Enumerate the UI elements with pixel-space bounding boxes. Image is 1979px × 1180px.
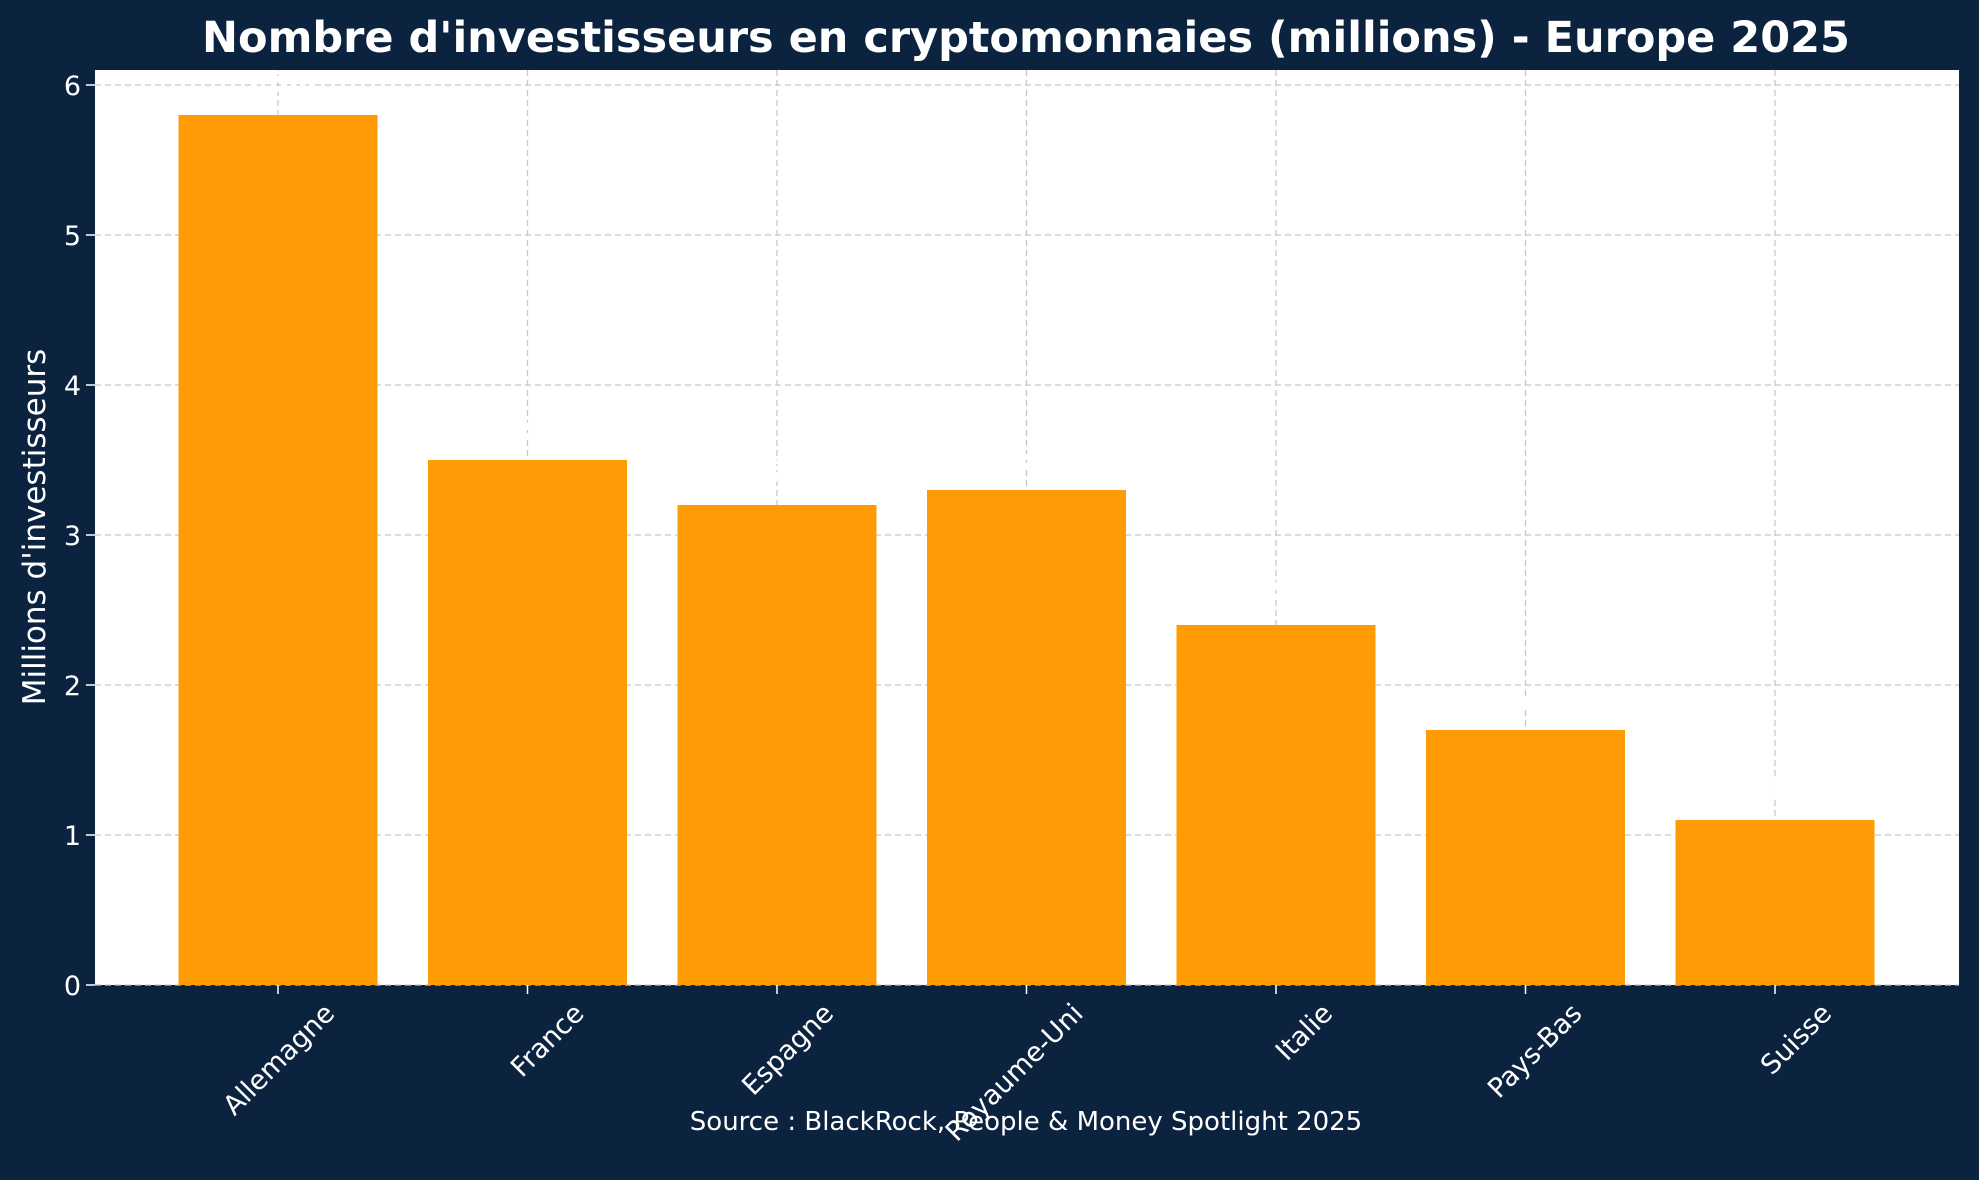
- x-tick-label-6: Suisse: [1755, 998, 1838, 1081]
- data-label-3: 3.3M: [988, 440, 1065, 473]
- y-tick-label-4: 4: [64, 371, 81, 402]
- source-note: Source : BlackRock, People & Money Spotl…: [690, 1107, 1362, 1137]
- bar-espagne: [677, 505, 877, 985]
- bar-france: [428, 460, 627, 985]
- data-label-0: 5.8M: [239, 65, 316, 98]
- bar-suisse: [1675, 820, 1875, 985]
- x-tick-label-0: Allemagne: [217, 998, 341, 1122]
- y-axis-label: Millions d'investisseurs: [17, 349, 53, 706]
- data-label-1: 3.5M: [489, 410, 566, 443]
- y-axis-ticks: 0 1 2 3 4 5 6: [64, 71, 95, 1002]
- data-label-4: 2.4M: [1237, 575, 1314, 608]
- data-label-2: 3.2M: [738, 455, 815, 488]
- y-tick-label-3: 3: [64, 521, 81, 552]
- data-label-6: 1.1M: [1736, 770, 1813, 803]
- bar-allemagne: [178, 115, 378, 985]
- data-label-5: 1.7M: [1487, 680, 1564, 713]
- chart-title: Nombre d'investisseurs en cryptomonnaies…: [202, 13, 1850, 63]
- y-tick-label-1: 1: [64, 821, 81, 852]
- x-tick-label-1: France: [505, 998, 590, 1083]
- data-labels: 5.8M 3.5M 3.2M 3.3M 2.4M 1.7M 1.1M: [239, 65, 1813, 803]
- y-tick-label-2: 2: [64, 671, 81, 702]
- bar-pays-bas: [1426, 730, 1625, 985]
- x-tick-label-2: Espagne: [736, 998, 840, 1102]
- bar-italie: [1176, 625, 1376, 985]
- x-tick-label-5: Pays-Bas: [1482, 998, 1588, 1104]
- bar-royaume-uni: [927, 490, 1126, 985]
- bars: [178, 115, 1875, 985]
- y-tick-label-6: 6: [64, 71, 81, 102]
- y-tick-label-0: 0: [64, 971, 81, 1002]
- y-tick-label-5: 5: [64, 221, 81, 252]
- x-tick-label-4: Italie: [1270, 998, 1339, 1067]
